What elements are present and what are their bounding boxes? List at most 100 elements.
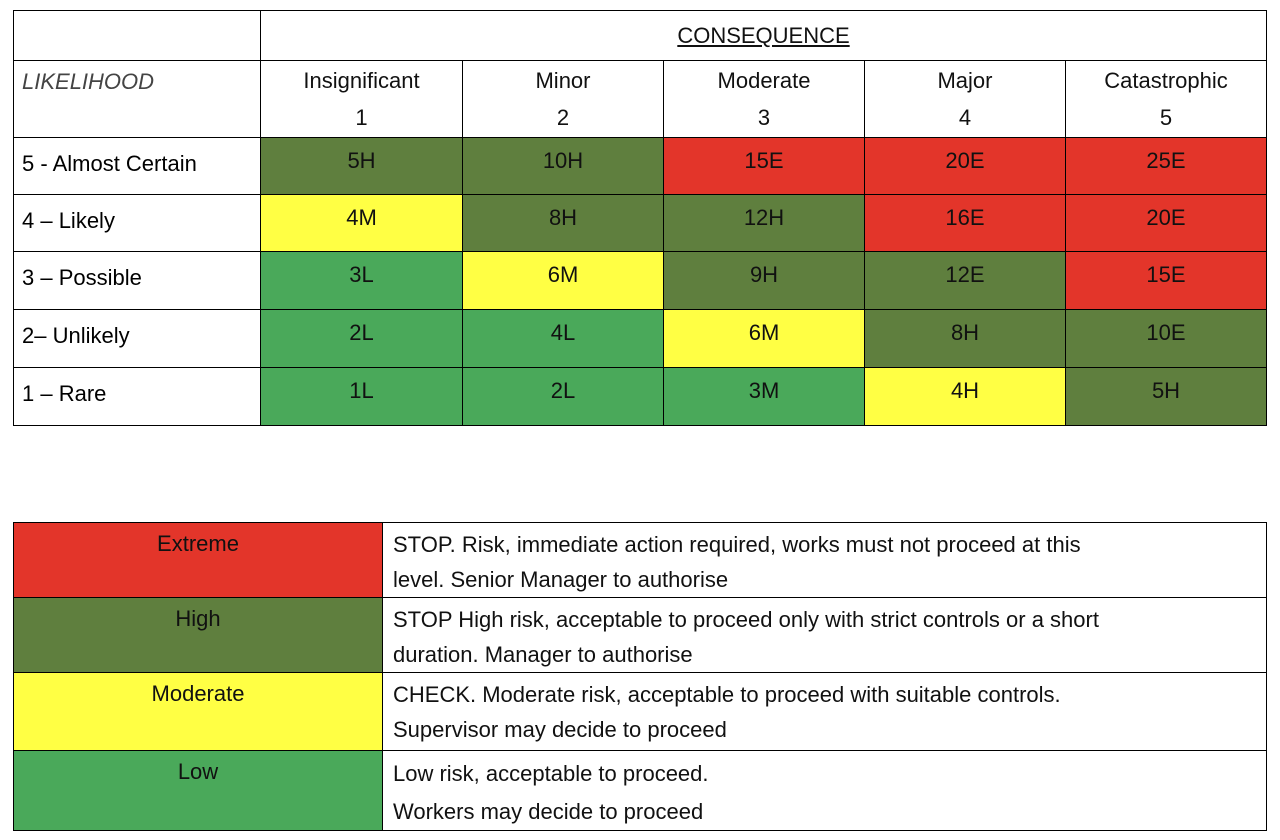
- risk-rating: 3L: [349, 262, 374, 287]
- risk-cell: 12H: [663, 194, 865, 252]
- risk-cell: 3L: [260, 251, 463, 310]
- row-label-cell: 4 – Likely: [13, 194, 261, 252]
- level-cell: Low: [13, 750, 383, 831]
- risk-rating: 2L: [349, 320, 374, 345]
- risk-cell: 15E: [1065, 251, 1267, 310]
- risk-rating: 20E: [1146, 205, 1186, 230]
- description-cell: CHECK. Moderate risk, acceptable to proc…: [382, 672, 1267, 751]
- consequence-header: CONSEQUENCE: [260, 10, 1267, 61]
- column-header: Major 4: [864, 60, 1066, 138]
- row-label-cell: 2– Unlikely: [13, 309, 261, 368]
- risk-cell: 2L: [260, 309, 463, 368]
- column-header: Minor 2: [462, 60, 664, 138]
- risk-rating: 5H: [347, 148, 376, 173]
- risk-cell: 3M: [663, 367, 865, 426]
- risk-cell: 10H: [462, 137, 664, 195]
- risk-rating: 9H: [749, 262, 779, 287]
- risk-cell: 25E: [1065, 137, 1267, 195]
- risk-cell: 5H: [260, 137, 463, 195]
- description-line: duration. Manager to authorise: [393, 642, 693, 667]
- column-name: Catastrophic: [1104, 68, 1228, 93]
- column-number: 3: [757, 105, 771, 130]
- risk-rating: 8H: [548, 205, 578, 230]
- description-line: STOP. Risk, immediate action required, w…: [393, 532, 1081, 557]
- risk-cell: 8H: [864, 309, 1066, 368]
- column-number: 5: [1159, 105, 1173, 130]
- column-name: Minor: [535, 68, 591, 93]
- column-name: Insignificant: [303, 68, 420, 93]
- risk-cell: 6M: [663, 309, 865, 368]
- risk-cell: 20E: [864, 137, 1066, 195]
- risk-rating: 16E: [945, 205, 985, 230]
- row-label-cell: 3 – Possible: [13, 251, 261, 310]
- risk-rating: 10E: [1146, 320, 1186, 345]
- risk-rating: 12H: [743, 205, 785, 230]
- risk-cell: 4H: [864, 367, 1066, 426]
- level-cell: High: [13, 597, 383, 673]
- risk-rating: 4M: [346, 205, 377, 230]
- column-number: 2: [556, 105, 570, 130]
- risk-rating: 5H: [1151, 378, 1181, 403]
- risk-rating: 8H: [950, 320, 980, 345]
- level-name: High: [175, 606, 221, 631]
- level-cell: Moderate: [13, 672, 383, 751]
- risk-cell: 8H: [462, 194, 664, 252]
- risk-rating: 1L: [349, 378, 374, 403]
- likelihood-header: LIKELIHOOD: [13, 60, 261, 138]
- description-cell: STOP. Risk, immediate action required, w…: [382, 522, 1267, 598]
- risk-rating: 15E: [1146, 262, 1186, 287]
- row-label-cell: 1 – Rare: [13, 367, 261, 426]
- risk-rating: 20E: [945, 148, 985, 173]
- row-label: 2– Unlikely: [22, 323, 130, 348]
- description-line: Low risk, acceptable to proceed.: [393, 761, 709, 786]
- description-line: level. Senior Manager to authorise: [393, 567, 729, 592]
- column-name: Major: [937, 68, 993, 93]
- row-label: 4 – Likely: [22, 207, 115, 233]
- risk-cell: 10E: [1065, 309, 1267, 368]
- risk-cell: 5H: [1065, 367, 1267, 426]
- risk-cell: 4M: [260, 194, 463, 252]
- risk-cell: 16E: [864, 194, 1066, 252]
- consequence-title: CONSEQUENCE: [677, 22, 850, 48]
- risk-cell: 12E: [864, 251, 1066, 310]
- row-label: 3 – Possible: [22, 265, 142, 290]
- level-name: Extreme: [157, 531, 239, 556]
- risk-cell: 6M: [462, 251, 664, 310]
- column-header: Moderate 3: [663, 60, 865, 138]
- risk-cell: 20E: [1065, 194, 1267, 252]
- column-number: 1: [355, 105, 368, 130]
- risk-cell: 15E: [663, 137, 865, 195]
- risk-rating: 6M: [748, 320, 780, 345]
- column-number: 4: [958, 105, 972, 130]
- risk-rating: 25E: [1146, 148, 1186, 173]
- risk-rating: 4H: [950, 378, 980, 403]
- risk-rating: 15E: [744, 148, 784, 173]
- column-name: Moderate: [717, 68, 811, 93]
- risk-rating: 4L: [550, 320, 576, 345]
- description-line: Workers may decide to proceed: [393, 799, 704, 824]
- risk-cell: 4L: [462, 309, 664, 368]
- description-cell: Low risk, acceptable to proceed. Workers …: [382, 750, 1267, 831]
- risk-rating: 12E: [945, 262, 985, 287]
- likelihood-title: LIKELIHOOD: [22, 69, 155, 94]
- risk-cell: 1L: [260, 367, 463, 426]
- row-label: 5 - Almost Certain: [22, 150, 197, 176]
- level-name: Low: [177, 759, 219, 784]
- column-header: Insignificant 1: [260, 60, 463, 138]
- description-line: STOP High risk, acceptable to proceed on…: [393, 607, 1099, 632]
- description-line: CHECK. Moderate risk, acceptable to proc…: [393, 682, 1061, 707]
- row-label: 1 – Rare: [22, 381, 107, 406]
- risk-rating: 2L: [550, 378, 576, 403]
- risk-cell: 2L: [462, 367, 664, 426]
- risk-rating: 10H: [542, 148, 584, 173]
- risk-rating: 6M: [547, 262, 579, 287]
- column-header: Catastrophic 5: [1065, 60, 1267, 138]
- risk-rating: 3M: [748, 378, 780, 403]
- level-name: Moderate: [151, 681, 245, 706]
- level-cell: Extreme: [13, 522, 383, 598]
- description-cell: STOP High risk, acceptable to proceed on…: [382, 597, 1267, 673]
- risk-cell: 9H: [663, 251, 865, 310]
- description-line: Supervisor may decide to proceed: [393, 717, 727, 742]
- row-label-cell: 5 - Almost Certain: [13, 137, 261, 195]
